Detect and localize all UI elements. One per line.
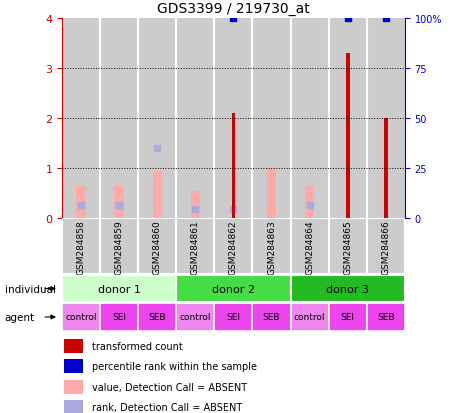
Bar [252,19,290,219]
Bar [328,303,366,331]
Text: SEB: SEB [262,313,280,322]
Bar [100,19,138,219]
Bar [138,219,176,275]
Text: GSM284864: GSM284864 [304,220,313,274]
Bar [366,303,404,331]
Text: transformed count: transformed count [92,341,182,351]
Bar [290,275,404,302]
Bar [138,19,176,219]
Text: GSM284862: GSM284862 [229,220,237,274]
Bar [214,219,252,275]
Text: individual: individual [5,284,56,294]
Bar [100,303,138,331]
Bar [64,380,83,394]
Bar [214,19,252,219]
Bar [252,219,290,275]
Bar [290,19,328,219]
Bar [64,400,83,413]
Bar [100,219,138,275]
Text: percentile rank within the sample: percentile rank within the sample [92,361,257,371]
Text: SEI: SEI [340,313,354,322]
Bar [290,303,328,331]
Title: GDS3399 / 219730_at: GDS3399 / 219730_at [157,2,309,16]
Text: control: control [293,313,325,322]
Bar [176,19,214,219]
Bar [76,186,86,219]
Text: value, Detection Call = ABSENT: value, Detection Call = ABSENT [92,382,246,392]
Text: agent: agent [5,312,34,322]
Bar [366,219,404,275]
Text: GSM284858: GSM284858 [77,219,85,274]
Bar [366,19,404,219]
Bar [138,303,176,331]
Bar [252,303,290,331]
Bar [64,359,83,373]
Bar [62,19,100,219]
Text: SEI: SEI [112,313,126,322]
Text: control: control [65,313,97,322]
Bar [190,191,200,219]
Text: GSM284859: GSM284859 [114,219,123,274]
Bar [345,54,349,219]
Text: GSM284863: GSM284863 [266,219,275,274]
Text: donor 1: donor 1 [98,284,140,294]
Text: donor 3: donor 3 [325,284,368,294]
Bar [64,339,83,353]
Bar [62,303,100,331]
Bar [176,275,290,302]
Bar [62,275,176,302]
Bar [176,303,214,331]
Text: SEB: SEB [376,313,394,322]
Bar [266,169,276,219]
Text: GSM284861: GSM284861 [190,219,200,274]
Text: SEI: SEI [226,313,240,322]
Bar [383,119,387,219]
Text: rank, Detection Call = ABSENT: rank, Detection Call = ABSENT [92,402,242,412]
Bar [328,19,366,219]
Text: SEB: SEB [148,313,166,322]
Bar [214,303,252,331]
Bar [176,219,214,275]
Bar [290,219,328,275]
Bar [231,114,235,219]
Bar [114,186,124,219]
Text: GSM284860: GSM284860 [152,219,162,274]
Bar [62,219,100,275]
Text: donor 2: donor 2 [212,284,254,294]
Bar [152,171,162,219]
Text: control: control [179,313,211,322]
Text: GSM284866: GSM284866 [381,219,389,274]
Bar [304,186,313,219]
Text: GSM284865: GSM284865 [342,219,352,274]
Bar [328,219,366,275]
